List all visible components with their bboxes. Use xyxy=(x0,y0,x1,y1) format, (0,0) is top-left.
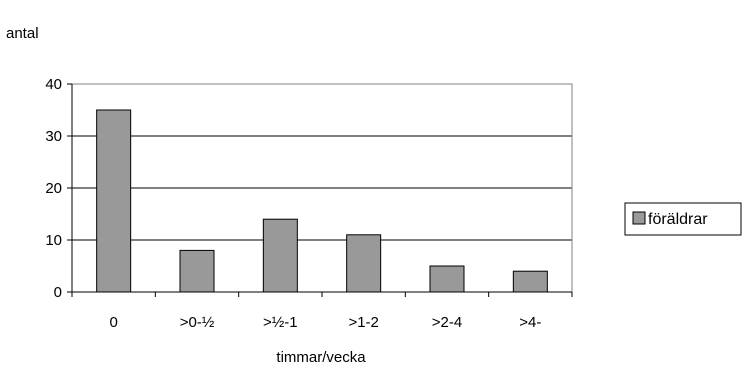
bars xyxy=(96,109,548,293)
x-tick-label: >2-4 xyxy=(432,314,462,331)
bar-2 xyxy=(262,218,298,293)
x-tick-label: 0 xyxy=(109,314,117,331)
legend-swatch xyxy=(632,211,646,225)
bar-5 xyxy=(512,270,548,293)
bar-3 xyxy=(346,234,382,293)
y-tick-label: 40 xyxy=(45,76,62,93)
y-axis-title: antal xyxy=(6,25,39,42)
x-ticks: 0 >0-½ >½-1 >1-2 >2-4 >4- xyxy=(71,292,573,331)
y-tick-label: 20 xyxy=(45,180,62,197)
bar-0 xyxy=(96,109,132,293)
y-tick-label: 0 xyxy=(54,284,62,301)
y-tick-label: 30 xyxy=(45,128,62,145)
bar-4 xyxy=(429,265,465,293)
bar-1 xyxy=(179,249,215,293)
x-tick-label: >½-1 xyxy=(263,314,298,331)
legend-label: föräldrar xyxy=(648,211,708,228)
y-ticks: 0 10 20 30 40 xyxy=(45,76,72,301)
x-axis-title: timmar/vecka xyxy=(276,349,366,366)
y-tick-label: 10 xyxy=(45,232,62,249)
x-tick-label: >0-½ xyxy=(180,314,215,331)
x-tick-label: >1-2 xyxy=(348,314,378,331)
x-tick-label: >4- xyxy=(519,314,541,331)
legend: föräldrar xyxy=(624,202,742,236)
gridlines xyxy=(72,83,572,241)
